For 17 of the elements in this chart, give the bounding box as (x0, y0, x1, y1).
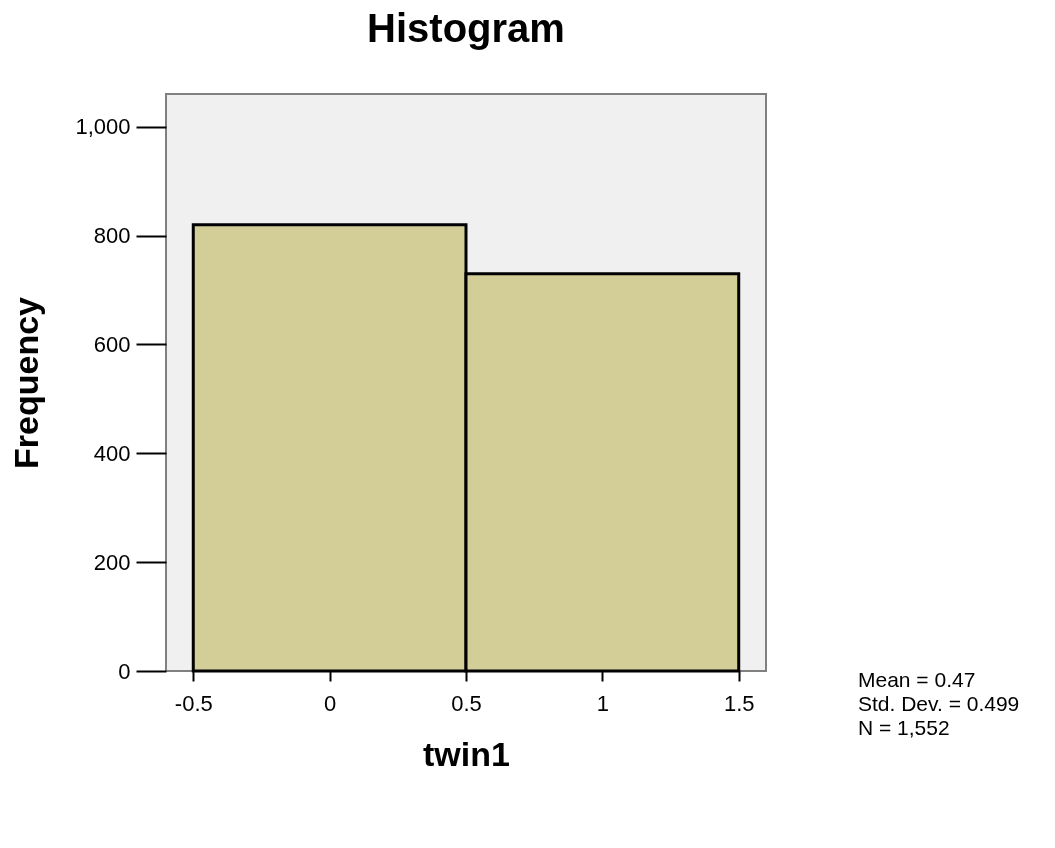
y-tick-label: 600 (93, 331, 131, 357)
x-tick-label: -0.5 (174, 690, 213, 716)
chart-title: Histogram (367, 6, 565, 50)
text: Mean = 0.47 (858, 668, 977, 692)
x-tick-label: 0.5 (451, 690, 482, 716)
x-axis-title: twin1 (423, 734, 510, 773)
x-tick-label: 1 (596, 690, 609, 716)
text: Std. Dev. = 0.499 (858, 692, 1021, 716)
text: N = 1,552 (858, 716, 951, 740)
x-tick-label: 0 (324, 690, 337, 716)
y-axis-title: Frequency (7, 296, 46, 469)
y-tick-label: 1,000 (75, 114, 131, 140)
x-tick-label: 1.5 (723, 690, 755, 716)
y-tick-label: 200 (93, 549, 131, 575)
y-tick-label: 800 (93, 223, 131, 249)
y-tick-label: 0 (118, 658, 131, 684)
y-tick-label: 400 (93, 440, 131, 466)
